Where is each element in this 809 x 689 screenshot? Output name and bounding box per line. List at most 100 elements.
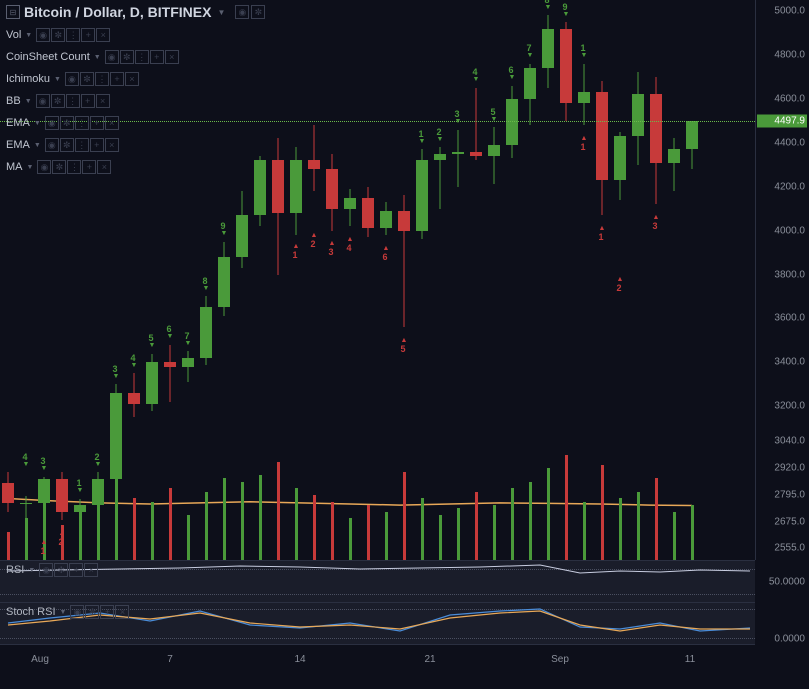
volume-bar (133, 498, 136, 560)
count-up: 9▼ (563, 2, 570, 18)
volume-bar (511, 488, 514, 560)
time-axis: Aug71421Sep11 (0, 644, 755, 669)
count-down: ▲2 (59, 531, 66, 547)
eye-icon[interactable]: ◉ (37, 160, 51, 174)
gear-icon[interactable]: ✼ (60, 116, 74, 130)
more-icon[interactable]: ⋮ (135, 50, 149, 64)
collapse-icon[interactable]: ⊟ (6, 5, 20, 19)
price-tick: 4800.0 (759, 49, 805, 60)
eye-icon[interactable]: ◉ (39, 563, 53, 577)
chevron-down-icon[interactable]: ▼ (217, 8, 225, 17)
rsi-label: RSI (6, 564, 24, 576)
close-icon[interactable]: × (105, 116, 119, 130)
indicator-row: CoinSheet Count ▼ ◉ ✼ ⋮ + × (6, 48, 179, 66)
count-up: 1▼ (419, 129, 426, 145)
chevron-down-icon[interactable]: ▼ (54, 76, 61, 83)
chevron-down-icon[interactable]: ▼ (94, 54, 101, 61)
stoch-rsi-panel[interactable]: Stoch RSI ▼ ◉ ✼ + × 0.0000 (0, 602, 755, 644)
count-down: ▲1 (581, 136, 588, 152)
volume-bar (493, 505, 496, 560)
more-icon[interactable]: ⋮ (75, 116, 89, 130)
add-icon[interactable]: + (100, 605, 114, 619)
more-icon[interactable]: ⋮ (66, 28, 80, 42)
chevron-down-icon[interactable]: ▼ (28, 567, 35, 574)
chevron-down-icon[interactable]: ▼ (34, 120, 41, 127)
volume-bar (259, 475, 262, 560)
eye-icon[interactable]: ◉ (45, 138, 59, 152)
close-icon[interactable]: × (96, 28, 110, 42)
volume-bar (277, 462, 280, 560)
gear-icon[interactable]: ✼ (52, 160, 66, 174)
time-tick: 7 (167, 654, 173, 665)
eye-icon[interactable]: ◉ (105, 50, 119, 64)
volume-bar (565, 455, 568, 560)
indicator-label: MA (6, 161, 23, 173)
close-icon[interactable]: × (97, 160, 111, 174)
add-icon[interactable]: + (81, 94, 95, 108)
gear-icon[interactable]: ✼ (51, 94, 65, 108)
count-up: 8▼ (203, 276, 210, 292)
close-icon[interactable]: × (84, 563, 98, 577)
close-icon[interactable]: × (125, 72, 139, 86)
volume-bar (313, 495, 316, 560)
count-up: 6▼ (509, 65, 516, 81)
price-tick: 2675.0 (759, 516, 805, 527)
eye-icon[interactable]: ◉ (70, 605, 84, 619)
volume-bar (691, 505, 694, 560)
eye-icon[interactable]: ◉ (36, 94, 50, 108)
add-icon[interactable]: + (82, 160, 96, 174)
eye-icon[interactable]: ◉ (65, 72, 79, 86)
gear-icon[interactable]: ✼ (60, 138, 74, 152)
gear-icon[interactable]: ✼ (54, 563, 68, 577)
add-icon[interactable]: + (90, 116, 104, 130)
close-icon[interactable]: × (96, 94, 110, 108)
add-icon[interactable]: + (90, 138, 104, 152)
close-icon[interactable]: × (115, 605, 129, 619)
volume-bar (25, 518, 28, 560)
more-icon[interactable]: ⋮ (66, 94, 80, 108)
chevron-down-icon[interactable]: ▼ (27, 164, 34, 171)
rsi-panel[interactable]: RSI ▼ ◉ ✼ + × 50.0000 (0, 560, 755, 602)
chart-container: ⊟ Bitcoin / Dollar, D, BITFINEX ▼ ◉ ✼ Vo… (0, 0, 809, 689)
volume-bar (673, 512, 676, 560)
count-down: ▲3 (329, 241, 336, 257)
indicator-label: Vol (6, 29, 21, 41)
time-tick: Sep (551, 654, 569, 665)
count-up: 4▼ (23, 452, 30, 468)
add-icon[interactable]: + (81, 28, 95, 42)
eye-icon[interactable]: ◉ (235, 5, 249, 19)
indicator-label: BB (6, 95, 21, 107)
volume-bar (457, 508, 460, 560)
gear-icon[interactable]: ✼ (120, 50, 134, 64)
close-icon[interactable]: × (165, 50, 179, 64)
more-icon[interactable]: ⋮ (75, 138, 89, 152)
add-icon[interactable]: + (69, 563, 83, 577)
gear-icon[interactable]: ✼ (51, 28, 65, 42)
volume-bar (187, 515, 190, 560)
gear-icon[interactable]: ✼ (251, 5, 265, 19)
chevron-down-icon[interactable]: ▼ (60, 609, 67, 616)
volume-bar (331, 502, 334, 560)
chevron-down-icon[interactable]: ▼ (34, 142, 41, 149)
more-icon[interactable]: ⋮ (67, 160, 81, 174)
price-tick: 4200.0 (759, 181, 805, 192)
eye-icon[interactable]: ◉ (45, 116, 59, 130)
time-tick: 11 (685, 654, 695, 665)
gear-icon[interactable]: ✼ (85, 605, 99, 619)
volume-bar (349, 518, 352, 560)
close-icon[interactable]: × (105, 138, 119, 152)
price-tick: 3400.0 (759, 357, 805, 368)
chevron-down-icon[interactable]: ▼ (25, 98, 32, 105)
eye-icon[interactable]: ◉ (36, 28, 50, 42)
chevron-down-icon[interactable]: ▼ (25, 32, 32, 39)
more-icon[interactable]: ⋮ (95, 72, 109, 86)
indicator-row: MA ▼ ◉ ✼ ⋮ + × (6, 158, 179, 176)
time-tick: 21 (424, 654, 435, 665)
volume-bar (7, 532, 10, 560)
add-icon[interactable]: + (110, 72, 124, 86)
count-up: 4▼ (131, 353, 138, 369)
indicator-list: Vol ▼ ◉ ✼ ⋮ + × CoinSheet Count ▼ ◉ ✼ ⋮ … (6, 26, 179, 180)
price-tick: 3040.0 (759, 436, 805, 447)
gear-icon[interactable]: ✼ (80, 72, 94, 86)
add-icon[interactable]: + (150, 50, 164, 64)
